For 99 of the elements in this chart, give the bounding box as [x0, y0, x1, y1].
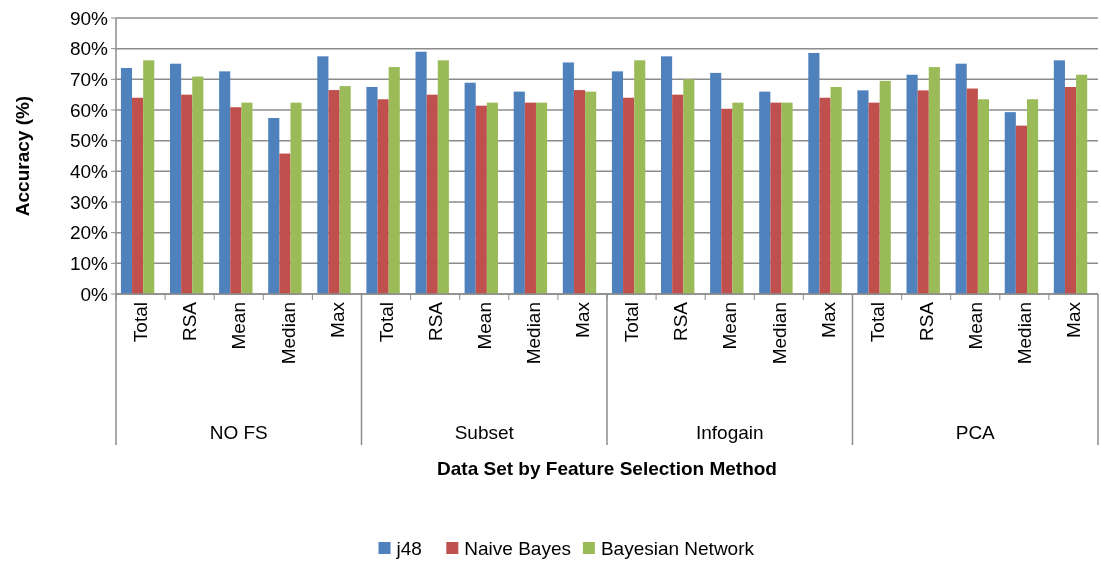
x-tick-label: Max: [326, 301, 348, 338]
bar: [857, 90, 869, 294]
bar: [623, 97, 635, 294]
bar: [317, 56, 329, 294]
x-tick-label: RSA: [179, 301, 201, 342]
x-tick-label: RSA: [670, 301, 692, 342]
bar: [672, 94, 684, 294]
x-tick-label: Median: [768, 302, 790, 365]
bar: [562, 62, 574, 294]
text: Subset: [454, 421, 515, 443]
bar: [143, 60, 155, 294]
legend-label: Bayesian Network: [600, 537, 755, 559]
bar: [661, 56, 673, 294]
y-tick-label: 50%: [69, 130, 109, 152]
bar: [1026, 99, 1039, 294]
x-tick-label: Mean: [719, 302, 741, 350]
text: Infogain: [695, 421, 764, 443]
bar: [819, 97, 831, 294]
y-tick-label: 60%: [69, 99, 109, 121]
x-tick-label: Total: [866, 302, 888, 343]
bar: [219, 71, 231, 294]
bar: [170, 63, 182, 294]
x-tick-label: Max: [572, 301, 594, 338]
bar: [906, 74, 918, 294]
bar: [611, 71, 624, 294]
x-tick-label: Total: [621, 302, 643, 343]
x-tick-label: Median: [1014, 302, 1035, 365]
y-tick-label: 90%: [69, 7, 109, 29]
text: PCA: [955, 421, 996, 443]
y-tick-label: 20%: [69, 222, 109, 244]
bar: [268, 117, 280, 294]
bar: [366, 87, 378, 294]
y-tick-label: 10%: [69, 252, 109, 274]
bar: [181, 94, 193, 294]
bar: [192, 76, 204, 294]
x-tick-label: Mean: [228, 302, 250, 350]
x-tick-label: Mean: [473, 302, 495, 350]
bar: [1015, 125, 1027, 294]
x-tick-label: Mean: [964, 302, 986, 350]
bar: [475, 105, 487, 294]
y-tick-label: 70%: [69, 68, 109, 90]
x-tick-label: Max: [1063, 301, 1085, 338]
bar: [328, 90, 340, 294]
bar: [230, 107, 242, 294]
bar: [339, 86, 351, 294]
bar: [710, 72, 722, 294]
x-axis-title: Data Set by Feature Selection Method: [437, 457, 777, 479]
bar: [279, 153, 291, 294]
bar: [732, 102, 744, 294]
bar: [808, 52, 820, 294]
bar: [977, 99, 989, 294]
bar: [415, 51, 427, 294]
bar: [966, 88, 978, 294]
bar: [917, 90, 929, 294]
x-tick-label: Total: [375, 302, 397, 343]
bar: [241, 102, 253, 294]
bar: [721, 108, 733, 294]
y-tick-label: 80%: [69, 38, 109, 60]
y-tick-label: 0%: [80, 283, 109, 305]
bar: [868, 102, 880, 294]
bar: [535, 102, 548, 294]
bar: [524, 102, 536, 294]
y-axis-title: Accuracy (%): [11, 95, 33, 217]
bar: [879, 80, 891, 294]
bar: [955, 63, 967, 294]
text: NO FS: [209, 421, 268, 443]
bar: [928, 67, 940, 294]
bar: [759, 91, 771, 294]
x-tick-label: Total: [130, 302, 152, 343]
x-tick-label: Median: [523, 302, 544, 365]
bar: [683, 79, 695, 294]
bar: [377, 99, 389, 294]
bar: [486, 102, 498, 294]
bar: [634, 60, 646, 294]
x-tick-label: Median: [277, 302, 299, 365]
legend-label: Naive Bayes: [464, 537, 571, 559]
legend-label: j48: [395, 537, 422, 559]
bar: [120, 67, 133, 294]
bar: [426, 94, 438, 294]
bar: [1053, 60, 1065, 294]
bar: [1004, 112, 1016, 294]
y-tick-label: 30%: [69, 191, 109, 213]
bar: [1064, 87, 1077, 294]
bar: [437, 60, 449, 294]
bar: [1076, 74, 1088, 294]
bar: [464, 82, 476, 294]
y-tick-label: 40%: [69, 160, 109, 182]
bar: [585, 91, 597, 294]
bar: [290, 102, 302, 294]
bar: [513, 91, 525, 294]
x-tick-label: Max: [817, 301, 839, 338]
bar: [770, 102, 782, 294]
bar: [781, 102, 793, 294]
x-tick-label: RSA: [424, 301, 446, 342]
x-tick-label: RSA: [915, 301, 937, 342]
bar: [132, 97, 144, 294]
bar: [388, 67, 400, 294]
bar: [573, 90, 586, 294]
bar: [830, 87, 842, 294]
